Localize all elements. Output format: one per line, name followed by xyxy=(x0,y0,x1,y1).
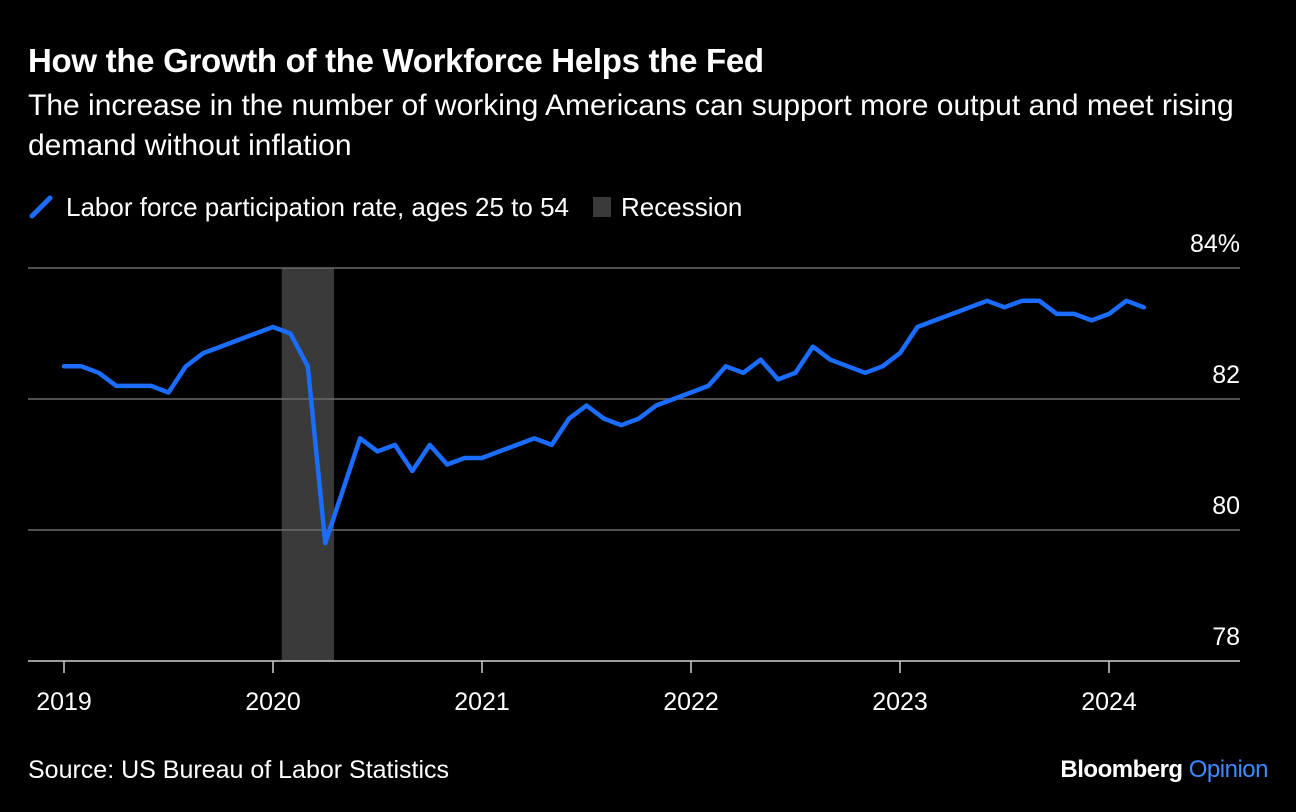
legend-line-icon xyxy=(29,195,53,219)
brand-logo: Bloomberg Opinion xyxy=(1060,756,1268,784)
brand-primary: Bloomberg xyxy=(1060,756,1183,783)
x-tick-label-2024: 2024 xyxy=(1081,688,1137,716)
legend-label-participation: Labor force participation rate, ages 25 … xyxy=(66,191,569,222)
legend-recession-swatch-icon xyxy=(593,197,611,217)
brand-secondary: Opinion xyxy=(1188,756,1269,783)
x-tick-label-2022: 2022 xyxy=(663,688,719,716)
legend-item-recession: Recession xyxy=(593,192,742,223)
series-line-0 xyxy=(61,298,1147,546)
x-tick-label-2019: 2019 xyxy=(36,688,92,716)
x-tick-label-2023: 2023 xyxy=(872,688,928,716)
source-note: Source: US Bureau of Labor Statistics xyxy=(28,756,450,784)
legend-label-recession: Recession xyxy=(621,191,743,222)
y-tick-label-80: 80 xyxy=(1212,492,1240,520)
y-tick-label-82: 82 xyxy=(1212,361,1240,389)
y-tick-label-78: 78 xyxy=(1212,623,1240,651)
x-tick-label-2021: 2021 xyxy=(454,688,510,716)
line-chart: 78 80 82 84% 2019 2020 2021 2022 2023 2024 xyxy=(28,230,1240,716)
chart-legend: Labor force participation rate, ages 25 … xyxy=(28,190,766,224)
y-tick-label-84: 84% xyxy=(1190,230,1240,258)
chart-title: How the Growth of the Workforce Helps th… xyxy=(28,42,764,79)
x-tick-label-2020: 2020 xyxy=(245,688,301,716)
recession-band-0 xyxy=(281,268,334,661)
legend-item-participation: Labor force participation rate, ages 25 … xyxy=(28,192,569,223)
chart-subtitle: The increase in the number of working Am… xyxy=(28,89,1234,162)
